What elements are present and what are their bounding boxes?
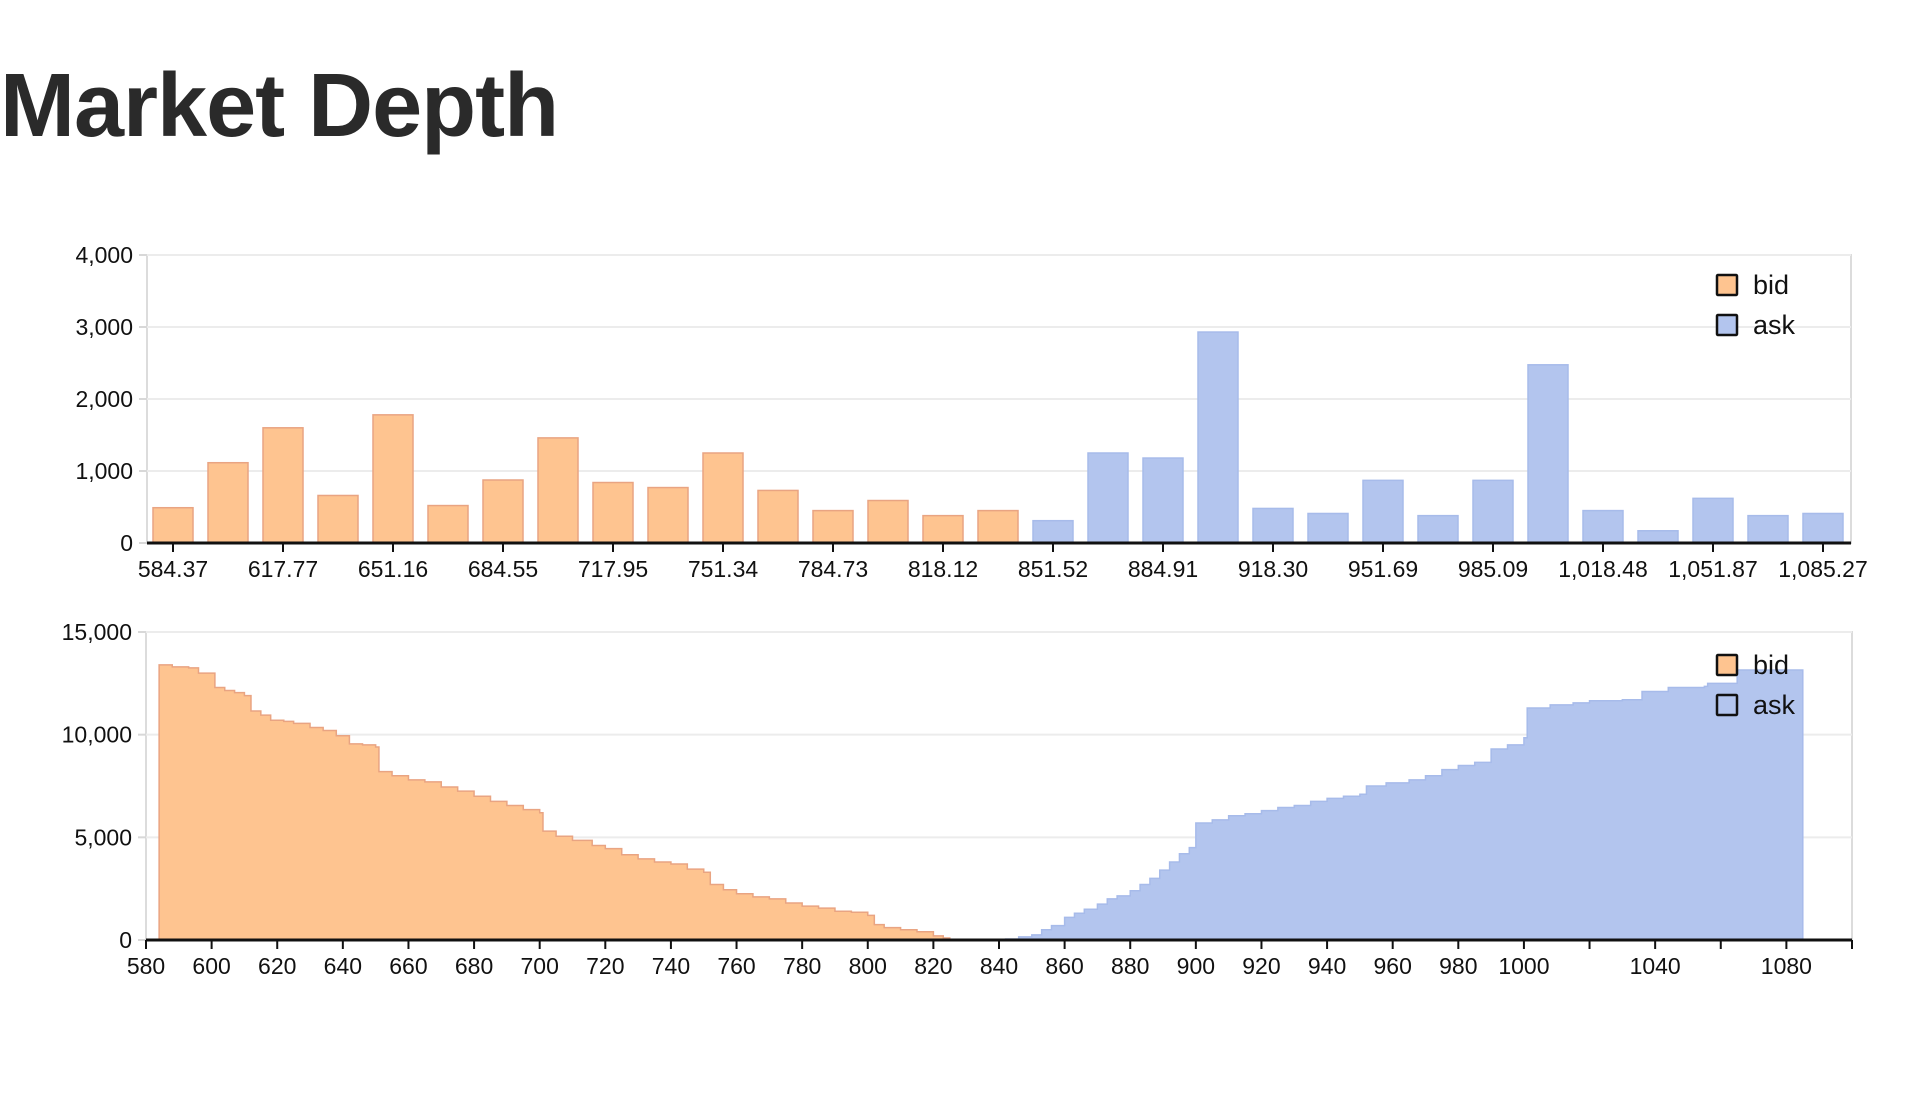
y-tick-label: 15,000 xyxy=(62,619,132,645)
x-tick-label: 860 xyxy=(1045,953,1083,979)
y-tick-label: 5,000 xyxy=(74,824,132,850)
y-tick-label: 0 xyxy=(119,927,132,953)
cumulative-depth-chart: 0 5,000 10,000 15,000 580 600 620 640 660 680 700 7… xyxy=(0,615,1920,995)
depth-bar-chart: 0 1,000 2,000 3,000 4,000 584.37 617.77 651.16 6… xyxy=(0,230,1920,610)
bid-bar xyxy=(537,437,579,544)
ask-bar xyxy=(1747,514,1789,544)
bar-chart-canvas: 0 1,000 2,000 3,000 4,000 584.37 617.77 651.16 6… xyxy=(75,242,1868,582)
x-tick-label: 880 xyxy=(1111,953,1149,979)
ask-bar xyxy=(1032,519,1074,544)
x-tick-label: 851.52 xyxy=(1018,556,1088,582)
x-tick-label: 717.95 xyxy=(578,556,648,582)
x-tick-label: 1,018.48 xyxy=(1558,556,1648,582)
legend: bid ask xyxy=(1715,650,1796,720)
x-tick-label: 920 xyxy=(1242,953,1280,979)
x-tick-label: 584.37 xyxy=(138,556,208,582)
page-title: Market Depth xyxy=(0,56,559,156)
x-tick-label: 651.16 xyxy=(358,556,428,582)
x-tick-label: 985.09 xyxy=(1458,556,1528,582)
bid-bar xyxy=(977,509,1019,544)
x-tick-label: 740 xyxy=(652,953,690,979)
bid-bar xyxy=(262,427,304,544)
bid-bar xyxy=(922,514,964,544)
bid-bar xyxy=(757,489,799,544)
bid-bar xyxy=(207,461,249,544)
legend-swatch-ask-icon xyxy=(1715,693,1739,717)
x-tick-label: 1,085.27 xyxy=(1778,556,1868,582)
ask-bar xyxy=(1637,530,1679,544)
ask-bar xyxy=(1362,479,1404,544)
ask-bar xyxy=(1307,512,1349,544)
bid-bar xyxy=(372,414,414,544)
bid-bar xyxy=(152,506,194,544)
y-tick-label: 10,000 xyxy=(62,722,132,748)
legend-swatch-bid-icon xyxy=(1715,273,1739,297)
ask-bar xyxy=(1417,514,1459,544)
x-tick-label: 784.73 xyxy=(798,556,868,582)
bid-bar xyxy=(592,481,634,544)
legend-swatch-bid-icon xyxy=(1715,653,1739,677)
ask-depth-area xyxy=(1004,669,1804,941)
ask-bar xyxy=(1692,497,1734,544)
x-tick-label: 1080 xyxy=(1761,953,1812,979)
x-tick-label: 900 xyxy=(1177,953,1215,979)
y-tick-label: 2,000 xyxy=(75,386,133,412)
legend-label-ask: ask xyxy=(1753,310,1796,340)
x-tick-label: 660 xyxy=(389,953,427,979)
x-tick-label: 884.91 xyxy=(1128,556,1198,582)
legend: bid ask xyxy=(1715,270,1796,340)
x-tick-label: 680 xyxy=(455,953,493,979)
x-tick-label: 780 xyxy=(783,953,821,979)
bid-bar xyxy=(867,499,909,544)
x-tick-label: 951.69 xyxy=(1348,556,1418,582)
x-tick-label: 600 xyxy=(192,953,230,979)
legend-swatch-ask-icon xyxy=(1715,313,1739,337)
y-tick-label: 0 xyxy=(120,530,133,556)
x-tick-label: 818.12 xyxy=(908,556,978,582)
ask-bar xyxy=(1802,512,1844,544)
x-tick-label: 720 xyxy=(586,953,624,979)
ask-bar xyxy=(1087,452,1129,544)
x-tick-label: 620 xyxy=(258,953,296,979)
ask-bar xyxy=(1197,331,1239,544)
ask-bar xyxy=(1527,364,1569,544)
x-tick-label: 684.55 xyxy=(468,556,538,582)
x-tick-label: 1,051.87 xyxy=(1668,556,1758,582)
x-tick-label: 918.30 xyxy=(1238,556,1308,582)
y-tick-label: 1,000 xyxy=(75,458,133,484)
bid-bar xyxy=(427,504,469,544)
legend-label-ask: ask xyxy=(1753,690,1796,720)
legend-label-bid: bid xyxy=(1753,650,1789,680)
x-tick-label: 800 xyxy=(849,953,887,979)
x-tick-label: 820 xyxy=(914,953,952,979)
x-tick-label: 960 xyxy=(1374,953,1412,979)
bid-bar xyxy=(482,479,524,544)
x-tick-label: 1000 xyxy=(1498,953,1549,979)
bid-bar xyxy=(317,494,359,544)
y-tick-label: 4,000 xyxy=(75,242,133,268)
x-tick-label: 840 xyxy=(980,953,1018,979)
x-tick-label: 760 xyxy=(717,953,755,979)
ask-bar xyxy=(1472,479,1514,544)
x-tick-label: 751.34 xyxy=(688,556,759,582)
area-chart-canvas: 0 5,000 10,000 15,000 580 600 620 640 660 680 700 7… xyxy=(62,619,1853,979)
ask-bar xyxy=(1142,457,1184,544)
bid-bar xyxy=(702,452,744,544)
legend-label-bid: bid xyxy=(1753,270,1789,300)
x-tick-label: 580 xyxy=(127,953,165,979)
x-tick-label: 1040 xyxy=(1630,953,1681,979)
x-tick-label: 617.77 xyxy=(248,556,318,582)
bid-bar xyxy=(812,509,854,544)
x-tick-label: 640 xyxy=(324,953,362,979)
y-tick-label: 3,000 xyxy=(75,314,133,340)
bid-depth-area xyxy=(158,664,951,941)
x-tick-label: 700 xyxy=(521,953,559,979)
ask-bar xyxy=(1582,509,1624,544)
x-tick-label: 940 xyxy=(1308,953,1346,979)
x-tick-label: 980 xyxy=(1439,953,1477,979)
ask-bar xyxy=(1252,507,1294,544)
bid-bar xyxy=(647,486,689,544)
